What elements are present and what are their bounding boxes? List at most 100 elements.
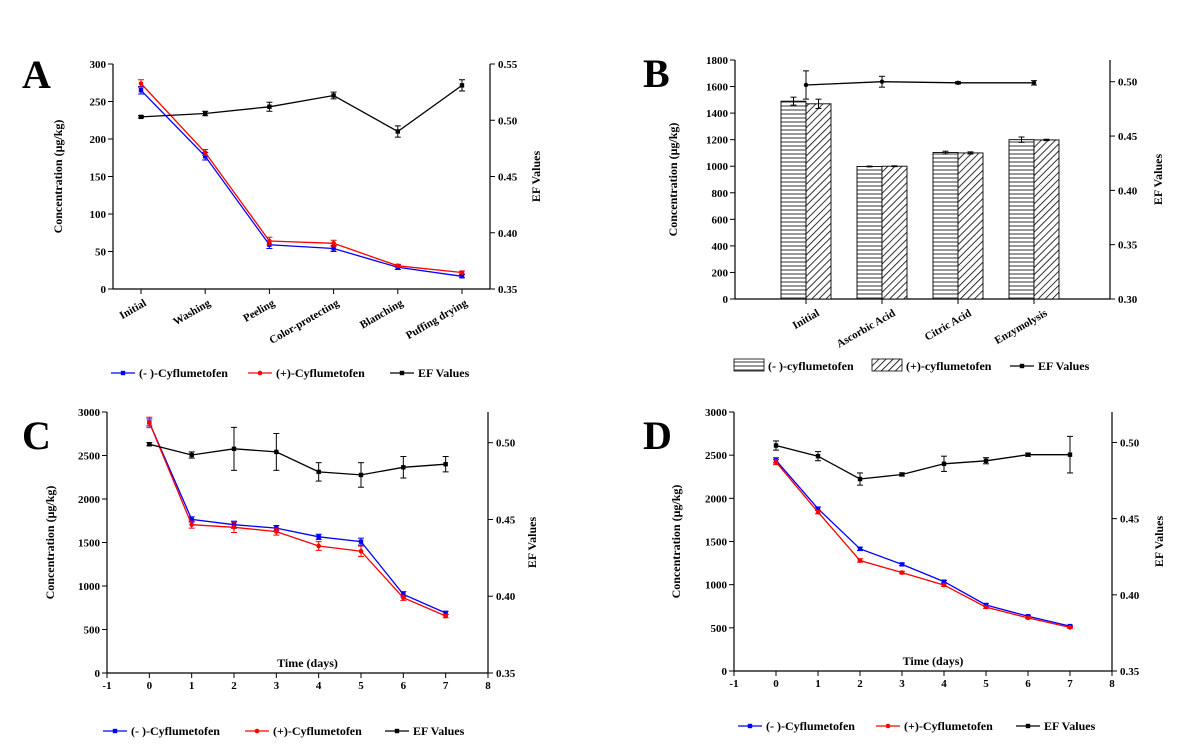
panel-letter: C: [22, 413, 51, 458]
data-point: [803, 82, 809, 88]
y-tick-label: 400: [712, 241, 729, 253]
x-tick-label: Peeling: [241, 297, 277, 325]
x-tick-label: 5: [983, 678, 989, 690]
x-tick-label: 4: [941, 678, 947, 690]
y-tick-label: 0: [101, 284, 107, 296]
x-tick-label: 4: [316, 680, 322, 692]
data-point: [899, 562, 905, 567]
data-point: [189, 452, 194, 458]
data-point: [316, 469, 321, 475]
data-point: [1031, 80, 1037, 86]
data-point: [899, 570, 905, 575]
legend-label: (- )-Cyflumetofen: [139, 366, 228, 380]
y2-tick-label: 0.35: [496, 668, 516, 680]
data-point: [138, 114, 144, 120]
y-tick-label: 1500: [78, 538, 101, 550]
bar: [805, 103, 832, 300]
y-axis-label: Concentration (μg/kg): [669, 485, 683, 599]
data-point: [401, 595, 406, 601]
y2-axis-label: EF Values: [529, 151, 543, 203]
x-tick-label: Ascorbic Acid: [835, 307, 898, 350]
series-line: [149, 443, 446, 476]
y-tick-label: 3000: [78, 407, 101, 419]
y2-tick-label: 0.50: [1118, 77, 1138, 89]
data-point: [1025, 723, 1031, 729]
data-point: [1019, 363, 1025, 369]
y-tick-label: 150: [90, 172, 107, 184]
y2-tick-label: 0.45: [1118, 131, 1138, 143]
data-point: [120, 370, 126, 376]
legend-label: EF Values: [413, 724, 465, 738]
data-point: [331, 246, 336, 251]
x-tick-label: 8: [485, 680, 491, 692]
bar: [780, 100, 807, 300]
y2-tick-label: 0.35: [1118, 240, 1138, 252]
y2-tick-label: 0.50: [1120, 437, 1140, 449]
y2-tick-label: 0.50: [498, 115, 518, 127]
data-point: [443, 462, 448, 467]
y-axis-label: Concentration (μg/kg): [43, 486, 57, 600]
series-line: [148, 422, 446, 614]
data-point: [773, 459, 779, 465]
data-point: [1067, 452, 1073, 457]
y-tick-label: 500: [711, 623, 728, 635]
data-point: [203, 154, 208, 159]
y2-axis-label: EF Values: [525, 517, 539, 569]
y-tick-label: 2000: [78, 494, 101, 506]
x-tick-label: -1: [729, 678, 738, 690]
y2-tick-label: 0.55: [498, 59, 518, 71]
data-point: [331, 240, 336, 246]
y2-tick-label: 0.40: [496, 591, 516, 603]
data-point: [857, 476, 863, 482]
y-tick-label: 2000: [705, 493, 728, 505]
data-point: [254, 728, 260, 734]
data-point: [443, 613, 448, 619]
x-tick-label: 7: [443, 680, 449, 692]
data-point: [267, 104, 272, 109]
y2-tick-label: 0.45: [496, 514, 516, 526]
data-point: [231, 446, 237, 452]
legend-label: (- )-cyflumetofen: [768, 359, 854, 373]
x-tick-label: Citric Acid: [923, 307, 974, 343]
data-point: [955, 80, 961, 86]
y-tick-label: 200: [712, 267, 729, 279]
series-line: [805, 81, 1034, 86]
bar: [1008, 139, 1035, 300]
x-tick-label: -1: [102, 680, 111, 692]
panel-d-chart: 0 500 1000 1500 2000 2500 3000 0.35 0.40 0.45 0.50…: [643, 407, 1166, 733]
data-point: [879, 79, 885, 84]
y-tick-label: 1800: [706, 55, 729, 67]
bar: [957, 152, 984, 300]
data-point: [358, 548, 364, 554]
x-axis-label: Time (days): [903, 654, 964, 668]
data-point: [147, 420, 152, 425]
panel-a-chart: 0 50 100 150 200 250 300 0.35 0.40 0.45 0.50 0.55 Co…: [22, 52, 543, 380]
data-point: [941, 579, 947, 584]
bar: [856, 166, 883, 300]
data-point: [1025, 615, 1031, 621]
data-point: [189, 517, 194, 522]
y-tick-label: 50: [95, 247, 107, 259]
y-tick-label: 600: [712, 214, 729, 226]
x-tick-label: 7: [1067, 678, 1073, 690]
y-tick-label: 2500: [705, 450, 728, 462]
data-point: [857, 546, 863, 552]
data-point: [773, 443, 779, 448]
y2-tick-label: 0.40: [1118, 185, 1138, 197]
legend-label: (+)-Cyflumetofen: [273, 724, 362, 738]
data-point: [885, 723, 891, 729]
series-line: [775, 461, 1071, 629]
data-point: [202, 150, 208, 155]
x-tick-label: 6: [401, 680, 407, 692]
legend-label: (+)-cyflumetofen: [906, 359, 992, 373]
x-tick-label: Blanching: [358, 297, 406, 331]
data-point: [267, 238, 272, 244]
bar: [1033, 139, 1060, 300]
data-point: [331, 93, 336, 98]
panel-letter: A: [22, 52, 51, 97]
y2-tick-label: 0.40: [498, 228, 518, 240]
legend-label: (+)-Cyflumetofen: [904, 719, 993, 733]
x-tick-label: 0: [773, 678, 779, 690]
data-point: [899, 472, 905, 477]
